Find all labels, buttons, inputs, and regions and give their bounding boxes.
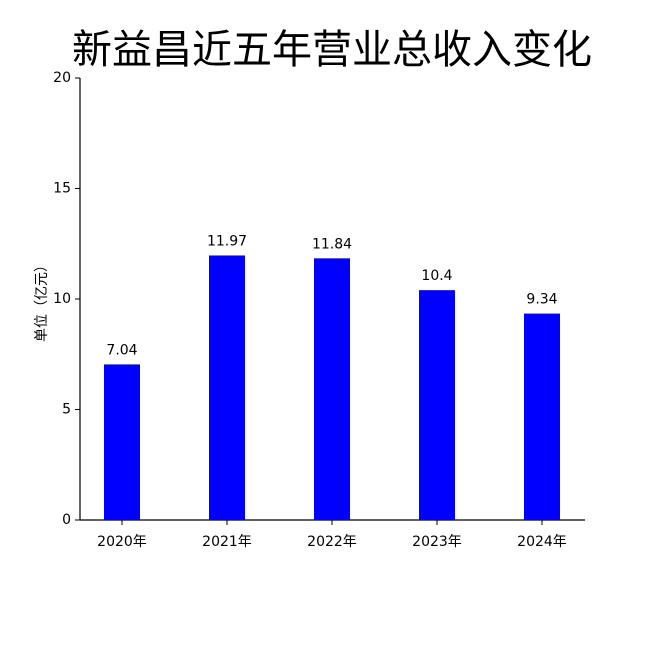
y-tick-label: 0 <box>62 512 71 528</box>
bar <box>104 364 140 520</box>
bar <box>419 290 455 520</box>
x-tick-label: 2020年 <box>97 534 147 550</box>
bar <box>314 258 350 520</box>
y-tick-label: 5 <box>62 402 71 418</box>
data-label: 11.84 <box>312 236 352 252</box>
x-tick-label: 2023年 <box>412 534 462 550</box>
x-tick-label: 2021年 <box>202 534 252 550</box>
bar <box>524 313 560 520</box>
y-tick-label: 15 <box>53 181 71 197</box>
data-label: 7.04 <box>106 342 137 358</box>
data-label: 11.97 <box>207 233 247 249</box>
bar <box>209 255 245 520</box>
y-tick-label: 10 <box>53 291 71 307</box>
x-tick-label: 2022年 <box>307 534 357 550</box>
data-label: 10.4 <box>421 268 452 284</box>
y-axis-label: 单位（亿元） <box>34 258 50 342</box>
x-tick-label: 2024年 <box>517 534 567 550</box>
chart-title: 新益昌近五年营业总收入变化 <box>72 27 592 73</box>
data-label: 9.34 <box>526 292 557 308</box>
y-tick-label: 20 <box>53 70 71 86</box>
